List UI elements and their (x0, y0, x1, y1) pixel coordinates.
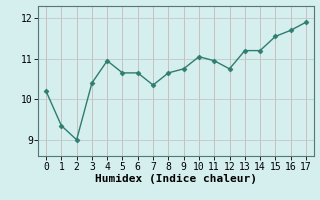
X-axis label: Humidex (Indice chaleur): Humidex (Indice chaleur) (95, 174, 257, 184)
